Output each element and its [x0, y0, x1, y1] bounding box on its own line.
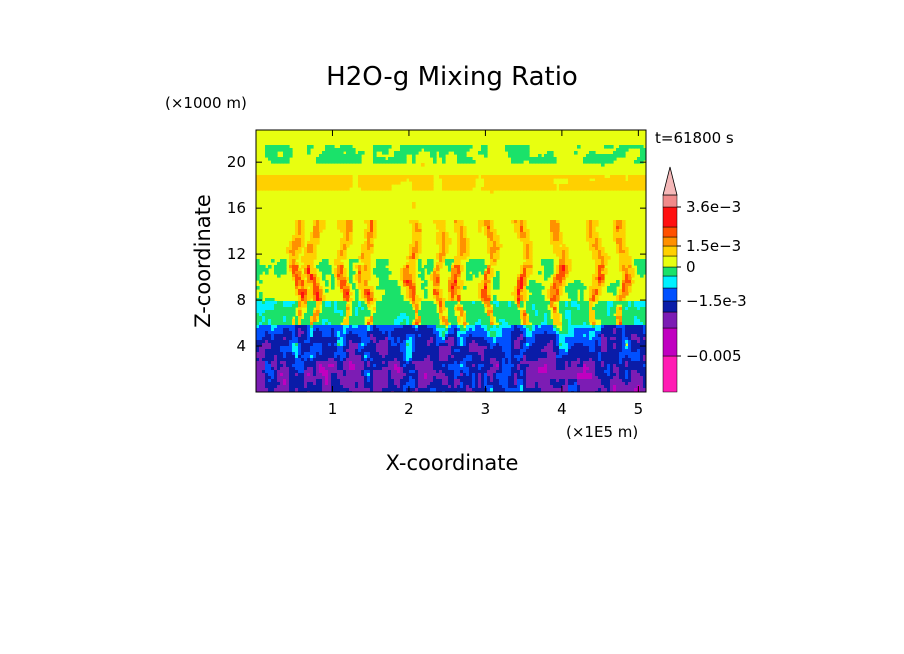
colorbar-bin — [662, 355, 678, 393]
colorbar-labels: 3.6e−3 1.5e−3 0 −1.5e-3 −0.005 — [677, 198, 747, 365]
colorbar-bin — [662, 226, 678, 238]
colorbar-bin — [662, 236, 678, 247]
plot-frame — [255, 129, 647, 393]
chart-title: H2O-g Mixing Ratio — [326, 62, 578, 92]
x-tick-label: 2 — [404, 400, 414, 418]
x-axis-unit: (×1E5 m) — [566, 423, 638, 441]
y-tick-label: 12 — [227, 245, 246, 263]
colorbar-bin — [662, 311, 678, 329]
x-tick-label: 4 — [557, 400, 567, 418]
colorbar — [662, 166, 678, 393]
y-tick-label: 16 — [227, 199, 246, 217]
time-label: t=61800 s — [655, 129, 734, 147]
colorbar-label: 3.6e−3 — [686, 198, 741, 216]
y-tick-label: 8 — [236, 291, 246, 309]
y-tick-label: 4 — [236, 337, 246, 355]
colorbar-bin — [662, 245, 678, 257]
colorbar-bin — [662, 300, 678, 313]
y-tick-label: 20 — [227, 153, 246, 171]
colorbar-label: −0.005 — [686, 347, 742, 365]
x-axis-label: X-coordinate — [386, 451, 519, 475]
colorbar-label: 0 — [686, 258, 696, 276]
mixing-ratio-field — [256, 145, 646, 392]
colorbar-label: −1.5e-3 — [686, 292, 747, 310]
colorbar-bin — [662, 287, 678, 302]
y-axis-unit: (×1000 m) — [165, 94, 247, 112]
colorbar-bin — [662, 206, 678, 228]
plot-area — [256, 130, 646, 392]
colorbar-bin — [662, 255, 678, 268]
colorbar-bin — [662, 275, 678, 289]
colorbar-bin — [662, 194, 678, 208]
colorbar-extension-triangle — [662, 166, 678, 196]
x-axis-ticks: 1 2 3 4 5 — [328, 130, 643, 418]
y-axis-label: Z-coordinate — [191, 194, 215, 328]
colorbar-bin — [662, 327, 678, 357]
colorbar-label: 1.5e−3 — [686, 237, 741, 255]
x-tick-label: 1 — [328, 400, 338, 418]
y-axis-ticks: 4 8 12 16 20 — [227, 153, 646, 355]
x-tick-label: 5 — [634, 400, 644, 418]
x-tick-label: 3 — [481, 400, 491, 418]
colorbar-bin — [662, 266, 678, 277]
